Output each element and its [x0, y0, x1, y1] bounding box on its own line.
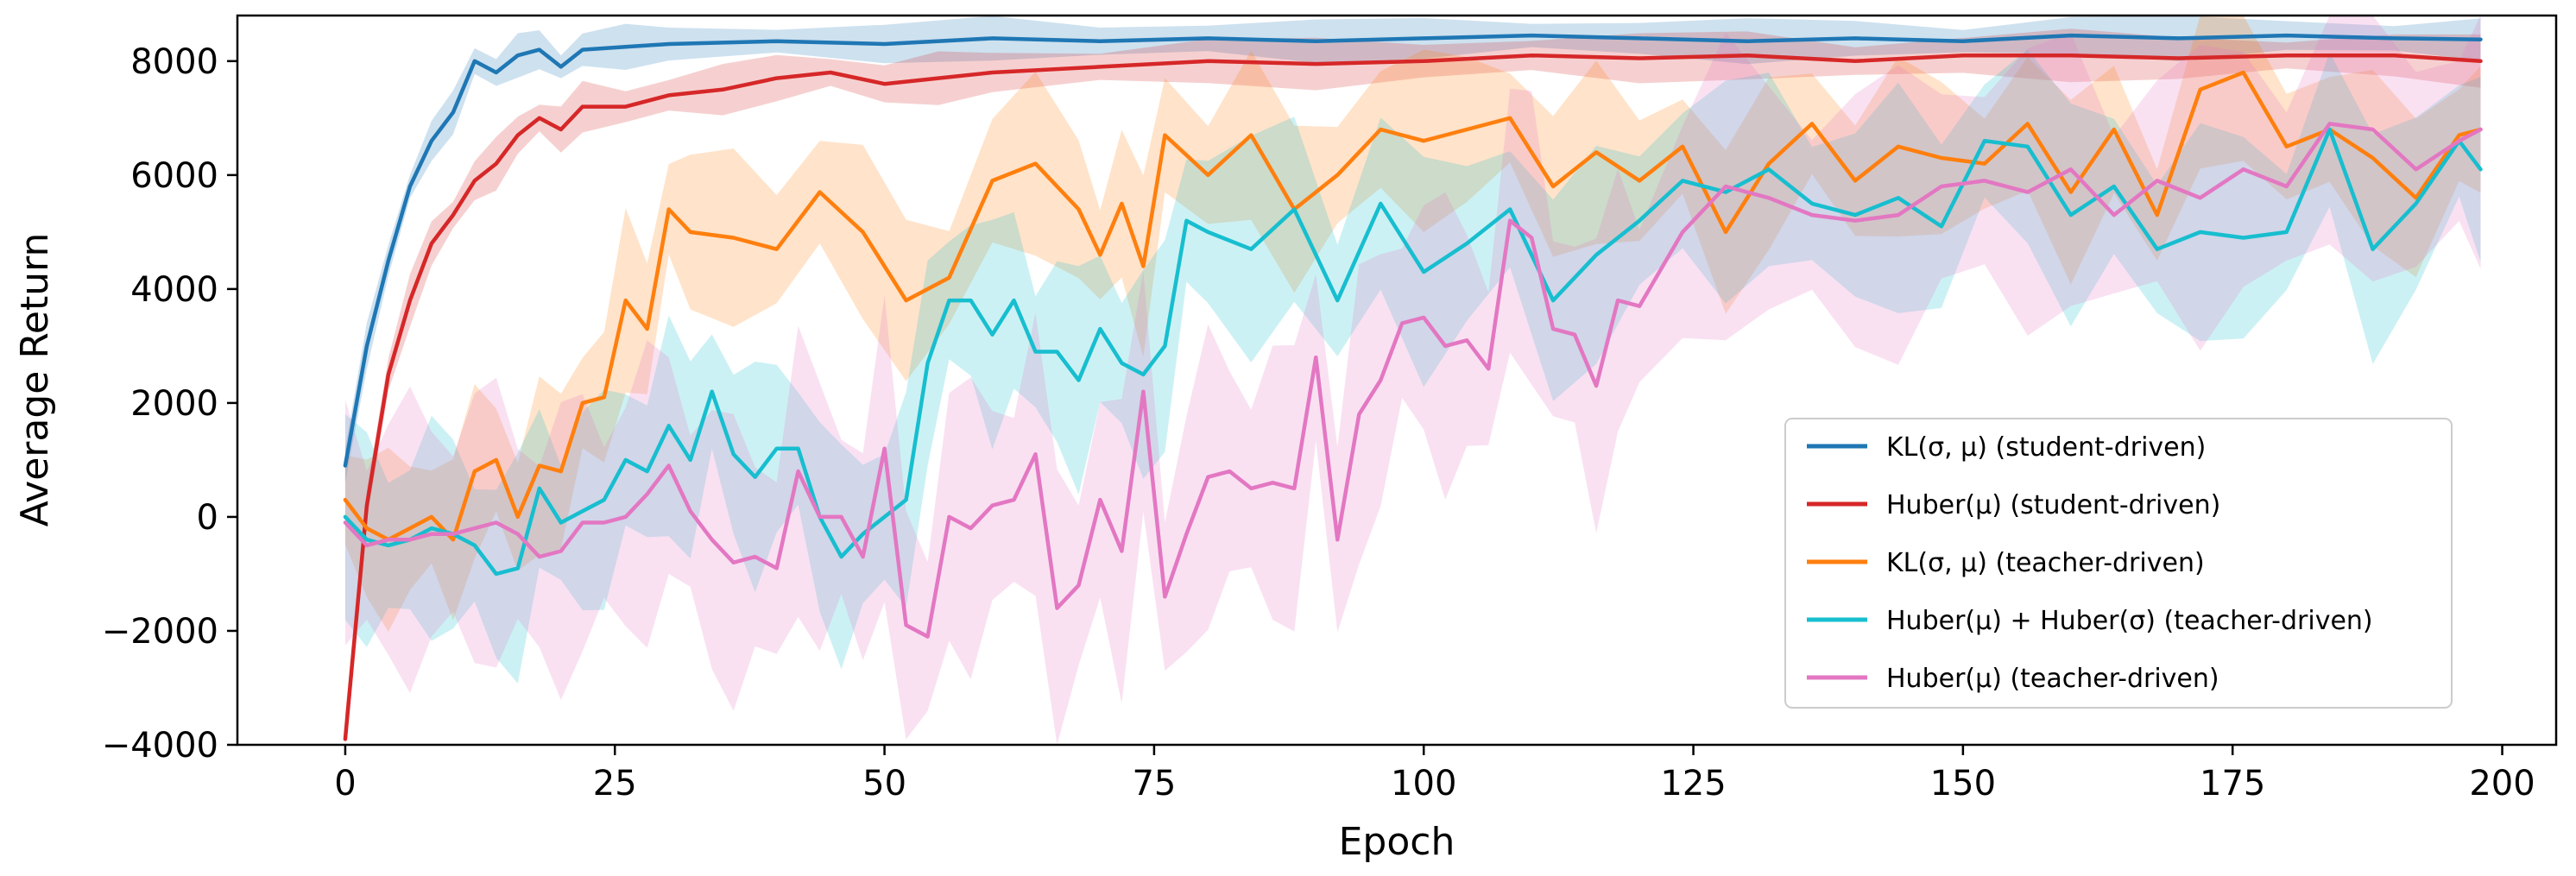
line-series-1 [343, 33, 2483, 468]
legend-label-1: KL(σ, μ) (student-driven) [1886, 432, 2206, 463]
x-tick-label: 50 [862, 764, 906, 804]
line-series-5 [343, 122, 2483, 639]
x-tick-label: 175 [2200, 764, 2265, 804]
legend-label-3: KL(σ, μ) (teacher-driven) [1886, 548, 2205, 578]
x-tick-label: 75 [1132, 764, 1176, 804]
x-tick-label: 25 [593, 764, 637, 804]
x-tick-label: 125 [1660, 764, 1726, 804]
y-axis-label: Average Return [13, 233, 57, 527]
x-axis-ticks: 0 25 50 75 100 125 150 175 200 [334, 745, 2535, 804]
y-tick-label: −2000 [102, 612, 218, 652]
line-series-3 [343, 70, 2483, 542]
y-tick-label: 6000 [130, 156, 218, 196]
band-series-3 [344, 16, 2481, 632]
y-tick-label: 2000 [130, 384, 218, 424]
x-axis-label: Epoch [1339, 820, 1455, 864]
x-tick-label: 200 [2469, 764, 2535, 804]
line-series-2 [343, 53, 2483, 741]
y-tick-label: −4000 [102, 726, 218, 766]
band-series-4 [344, 49, 2481, 684]
y-tick-label: 8000 [130, 42, 218, 82]
band-series-1 [344, 16, 2481, 483]
line-series-4 [343, 127, 2483, 577]
plot-frame [236, 14, 2558, 747]
y-tick-label: 0 [197, 498, 218, 538]
series-lines [343, 33, 2483, 741]
confidence-bands [344, 16, 2481, 745]
legend-label-5: Huber(μ) (teacher-driven) [1886, 664, 2219, 694]
legend-label-2: Huber(μ) (student-driven) [1886, 490, 2220, 520]
legend-box [1784, 418, 2453, 709]
x-tick-label: 100 [1391, 764, 1456, 804]
band-series-5 [344, 16, 2481, 745]
x-tick-label: 150 [1930, 764, 1996, 804]
legend-label-4: Huber(μ) + Huber(σ) (teacher-driven) [1886, 606, 2373, 636]
y-tick-label: 4000 [130, 270, 218, 310]
y-axis-ticks: −4000 −2000 0 2000 4000 6000 8000 [102, 42, 237, 766]
legend: KL(σ, μ) (student-driven) Huber(μ) (stude… [1784, 418, 2453, 709]
x-tick-label: 0 [334, 764, 356, 804]
